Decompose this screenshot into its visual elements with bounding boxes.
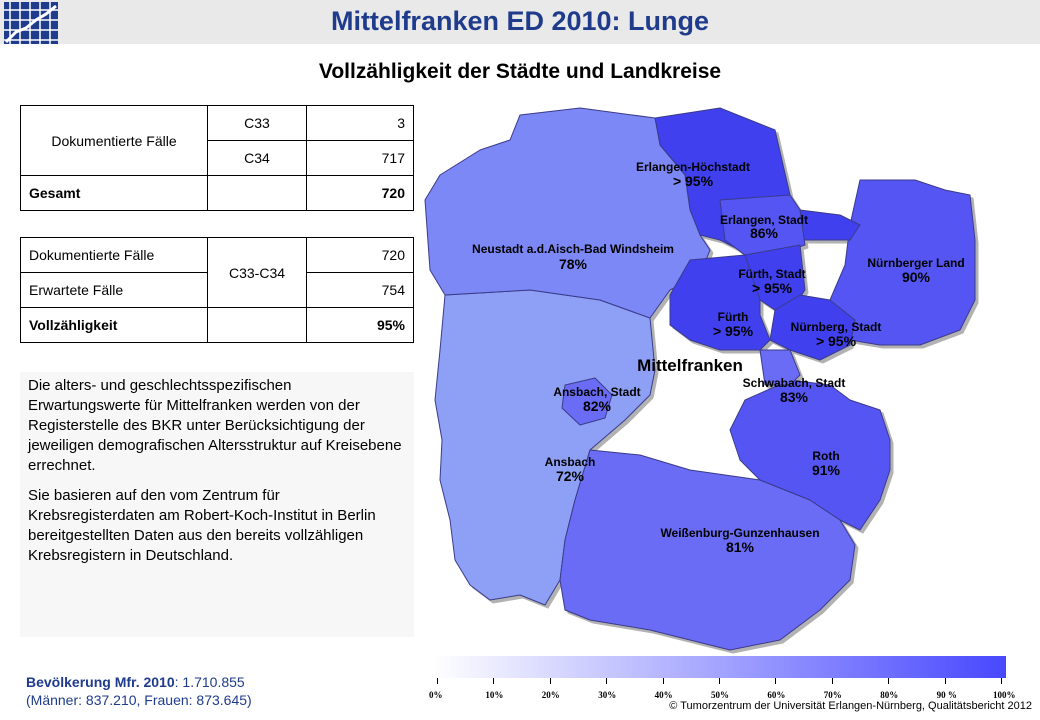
table-cell-value: 717 — [306, 140, 414, 176]
region-value: 82% — [583, 398, 612, 414]
region-name: Roth — [812, 449, 839, 463]
region-label-mittelfranken: Mittelfranken — [637, 356, 743, 375]
region-shape-roth[interactable] — [729, 379, 891, 531]
population-total: : 1.710.855 — [174, 674, 245, 690]
region-name: Schwabach, Stadt — [743, 376, 846, 390]
region-value: > 95% — [816, 333, 857, 349]
cases-table: Dokumentierte Fälle C33 3 C34 717 Gesamt… — [20, 105, 414, 211]
legend-tick-label: 90 % — [936, 690, 957, 700]
header-bar: Mittelfranken ED 2010: Lunge — [0, 0, 1040, 44]
region-name: Ansbach — [545, 455, 596, 469]
region-name: Ansbach, Stadt — [553, 385, 640, 399]
legend-tick-mark — [888, 678, 890, 684]
legend-tick-mark — [549, 678, 551, 684]
explanation-paragraph: Die alters- und geschlechtsspezifischen … — [28, 377, 402, 474]
legend-tick-label: 0% — [429, 690, 443, 700]
table-cell-code: C33-C34 — [207, 237, 307, 308]
region-value: 83% — [780, 389, 809, 405]
legend-tick-mark — [493, 678, 495, 684]
region-name: Fürth — [718, 310, 749, 324]
legend-gradient — [432, 656, 1006, 678]
region-shape-neustadt-aisch-bad-windsheim[interactable] — [424, 107, 711, 319]
legend-tick-label: 20% — [541, 690, 560, 700]
legend-tick-label: 60% — [767, 690, 786, 700]
legend-tick-mark — [775, 678, 777, 684]
legend-tick-label: 30% — [598, 690, 617, 700]
region-name: Erlangen-Höchstadt — [636, 160, 750, 174]
region-value: > 95% — [713, 323, 754, 339]
page-title: Mittelfranken ED 2010: Lunge — [330, 6, 710, 36]
region-shape-ansbach[interactable] — [434, 289, 656, 606]
legend-tick-mark — [1001, 678, 1002, 684]
table-row: C34 717 — [21, 140, 414, 176]
logo-icon — [4, 2, 58, 44]
legend-tick-mark — [662, 678, 664, 684]
region-value: 86% — [750, 225, 779, 241]
page-subtitle: Vollzähligkeit der Städte und Landkreise — [318, 60, 722, 83]
region-value: 90% — [902, 269, 931, 285]
legend-tick-label: 70% — [823, 690, 842, 700]
legend-tick-label: 100% — [993, 690, 1016, 700]
region-shape-nuernberg-stadt[interactable] — [769, 294, 856, 361]
table-cell-value: 95% — [306, 307, 414, 343]
legend-tick-mark — [606, 678, 608, 684]
copyright-text: © Tumorzentrum der Universität Erlangen-… — [669, 700, 1032, 712]
region-shape-ansbach-stadt[interactable] — [561, 377, 613, 426]
table-cell-empty — [207, 307, 307, 343]
region-shape-schwabach-stadt[interactable] — [759, 349, 801, 386]
table-cell-label: Dokumentierte Fälle — [20, 237, 208, 273]
region-shape-nuernberger-land[interactable] — [829, 179, 976, 346]
legend-tick-label: 40% — [654, 690, 673, 700]
region-value: > 95% — [752, 280, 793, 296]
completeness-table: Dokumentierte Fälle C33-C34 720 Erwartet… — [20, 237, 414, 343]
region-value: 78% — [559, 256, 588, 272]
population-breakdown: (Männer: 837.210, Frauen: 873.645) — [26, 692, 252, 708]
region-name: Erlangen, Stadt — [720, 213, 808, 227]
explanation-text: Die alters- und geschlechtsspezifischen … — [20, 372, 414, 637]
explanation-paragraph: Sie basieren auf den vom Zentrum für Kre… — [28, 487, 376, 564]
region-value: 72% — [556, 468, 585, 484]
region-value: 91% — [812, 462, 841, 478]
legend-tick-label: 50% — [711, 690, 729, 700]
legend-tick-label: 80% — [880, 690, 899, 700]
table-row: Vollzähligkeit 95% — [20, 307, 414, 343]
table-cell-label: Gesamt — [20, 175, 208, 211]
region-value: > 95% — [673, 173, 714, 189]
legend-tick-mark — [719, 678, 720, 684]
table-row: Gesamt 720 — [20, 175, 414, 211]
legend-tick-mark — [437, 678, 438, 684]
legend-tick-mark — [944, 678, 946, 684]
legend-tick-mark — [831, 678, 833, 684]
region-value: 81% — [726, 539, 755, 555]
table-cell-value: 720 — [306, 237, 414, 273]
table-cell-label: Vollzähligkeit — [20, 307, 208, 343]
region-name: Fürth, Stadt — [738, 267, 805, 281]
region-name: Nürnberg, Stadt — [791, 320, 882, 334]
region-name: Nürnberger Land — [867, 256, 964, 270]
region-name: Weißenburg-Gunzenhausen — [660, 526, 819, 540]
table-cell-value: 720 — [306, 175, 414, 211]
population-label: Bevölkerung Mfr. 2010 — [26, 674, 175, 690]
table-cell-empty — [207, 175, 307, 211]
table-row: Dokumentierte Fälle C33-C34 720 — [20, 237, 414, 308]
region-name: Neustadt a.d.Aisch-Bad Windsheim — [472, 242, 674, 256]
legend-tick-label: 10% — [485, 690, 504, 700]
population-info: Bevölkerung Mfr. 2010: 1.710.855 (Männer… — [26, 673, 252, 709]
